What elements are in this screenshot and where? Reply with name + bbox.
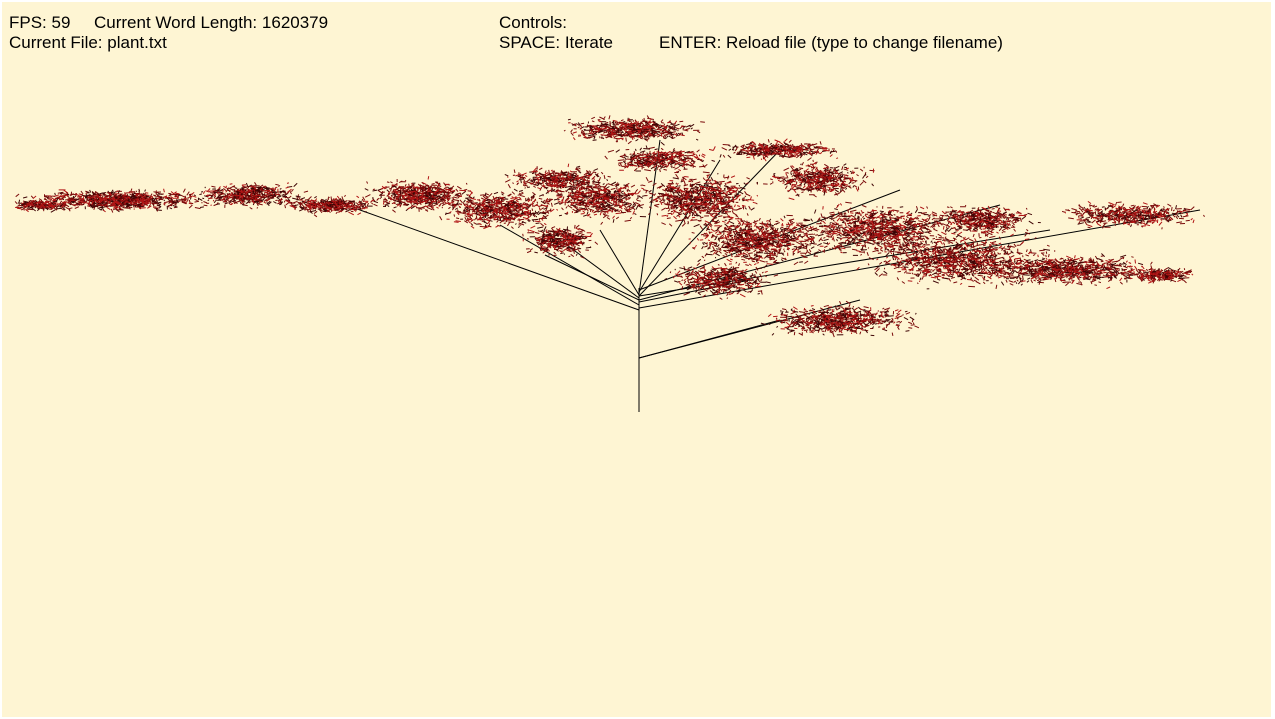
current-file-value: plant.txt [107, 33, 167, 52]
word-length-label: Current Word Length: [94, 13, 258, 32]
fps-value: 59 [51, 13, 71, 32]
word-length-value: 1620379 [261, 13, 329, 32]
branch-line [599, 229, 640, 296]
branch-line [499, 224, 640, 306]
current-file-readout: Current File: plant.txt [9, 33, 167, 53]
controls-title: Controls: [499, 13, 568, 32]
branch-line [638, 319, 781, 359]
branch-line [359, 209, 640, 311]
branch-line [638, 204, 1001, 301]
control-space-iterate: SPACE: Iterate [499, 33, 614, 52]
branch-line [638, 159, 721, 293]
control-enter-reload: ENTER: Reload file (type to change filen… [659, 33, 1003, 52]
fps-readout: FPS: 59 [9, 13, 70, 33]
foliage-layer-dark [17, 117, 1187, 337]
branch-line [544, 254, 640, 301]
plant-foliage [14, 115, 1205, 338]
foliage-layer-bright [15, 118, 1195, 334]
fps-label: FPS: [9, 13, 47, 32]
current-file-label: Current File: [9, 33, 103, 52]
word-length-readout: Current Word Length: 1620379 [94, 13, 328, 33]
